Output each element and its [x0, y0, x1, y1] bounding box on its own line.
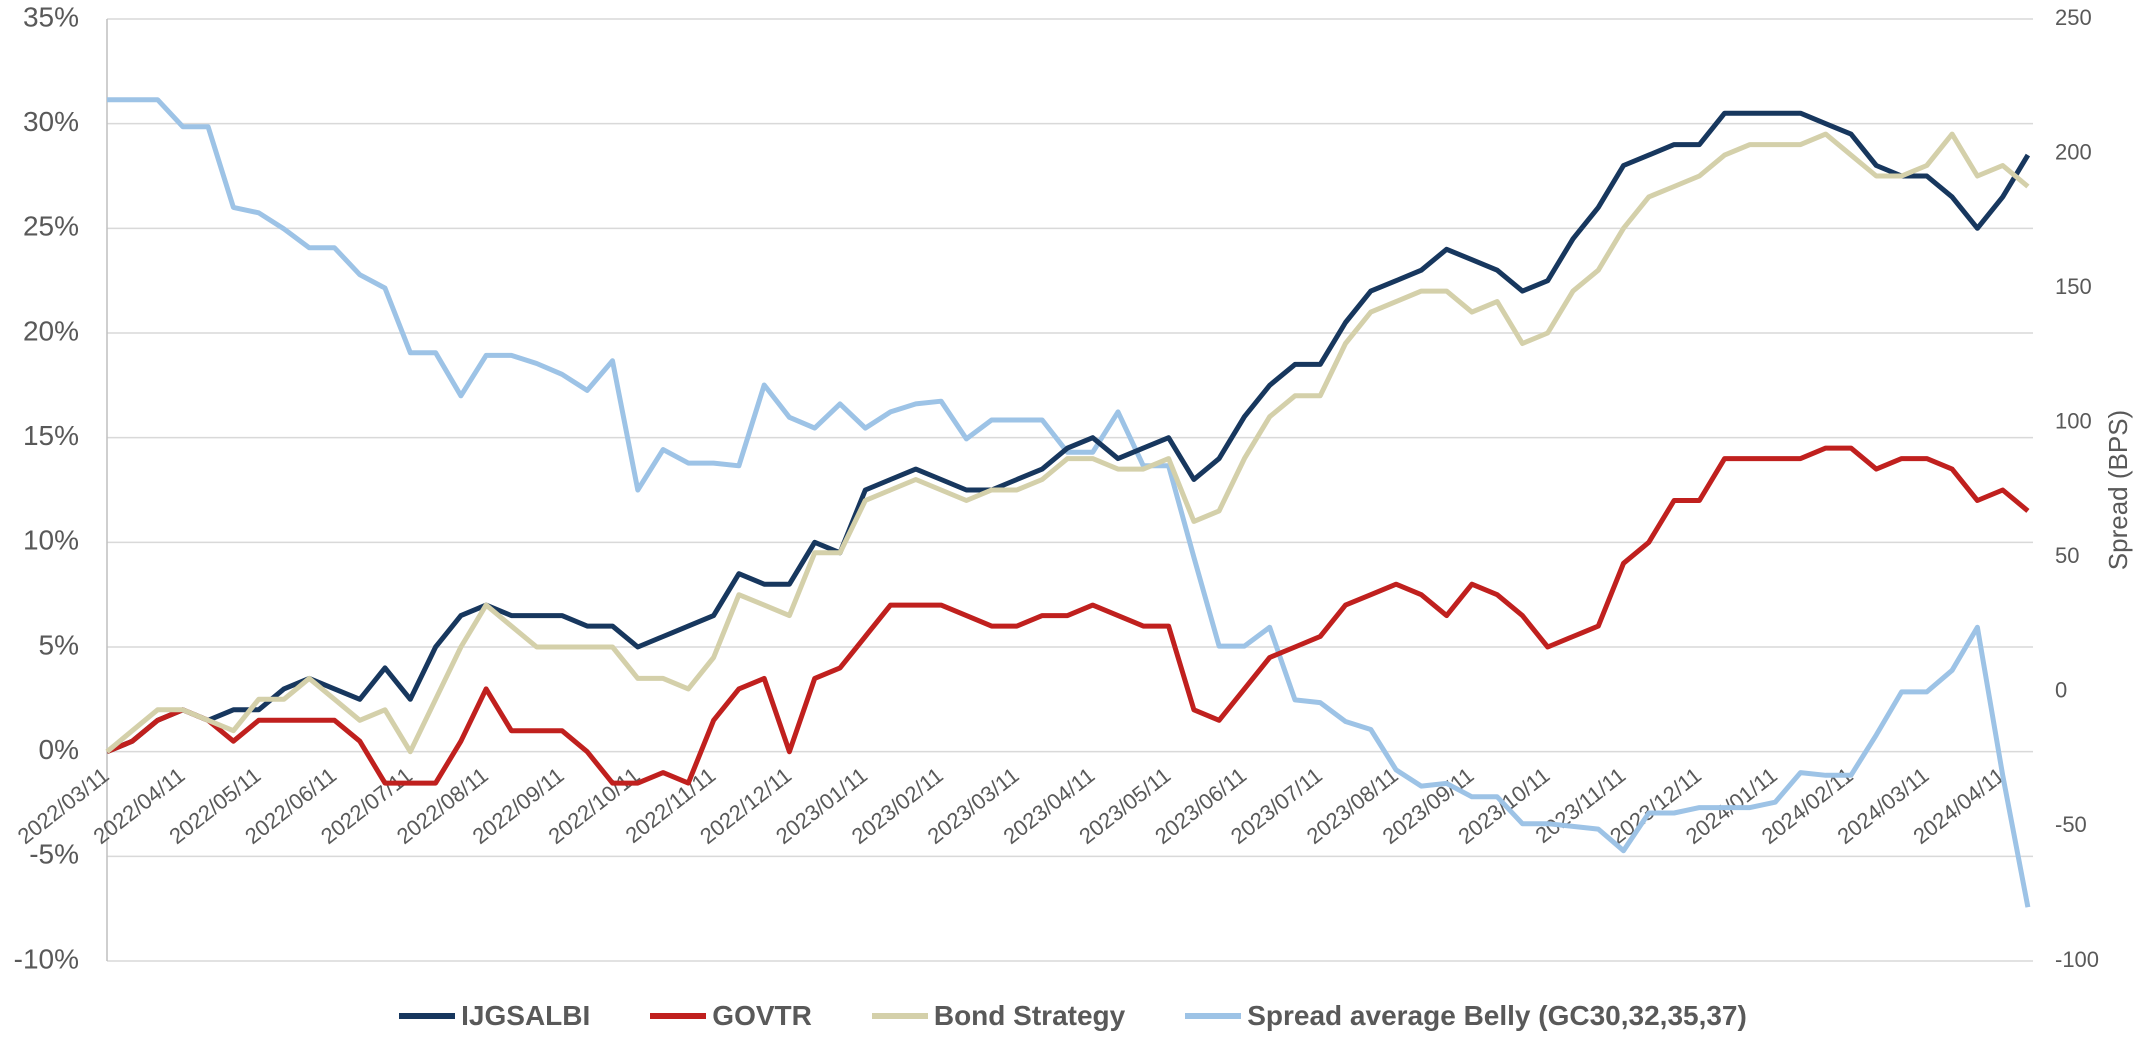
legend-item: Spread average Belly (GC30,32,35,37): [1185, 1000, 1747, 1032]
y2-tick-label: -50: [2055, 812, 2087, 837]
y2-tick-label: 250: [2055, 5, 2092, 30]
y2-tick-label: 50: [2055, 543, 2079, 568]
y2-tick-label: 100: [2055, 409, 2092, 434]
legend-label: IJGSALBI: [461, 1000, 591, 1031]
y2-tick-label: 150: [2055, 274, 2092, 299]
y-tick-label: 25%: [23, 211, 79, 242]
y-tick-label: -5%: [29, 839, 79, 870]
y2-tick-label: 200: [2055, 139, 2092, 164]
series-line: [106, 110, 2031, 755]
chart: Spread (BPS) -10% -5% 0% 5% 10% 15% 20% 25% 30% 3…: [13, 1, 2133, 974]
y2-tick-label: 0: [2055, 678, 2067, 703]
legend: IJGSALBI GOVTR Bond Strategy Spread average…: [0, 1000, 2146, 1032]
y-tick-label: 20%: [23, 315, 79, 346]
y-tick-label: 10%: [23, 525, 79, 556]
y2-tick-label: -100: [2055, 947, 2099, 972]
legend-swatch: [1185, 1013, 1242, 1019]
legend-label: Bond Strategy: [933, 1000, 1126, 1031]
y-tick-label: 5%: [39, 629, 79, 660]
series-line: [107, 97, 2031, 908]
series-line: [105, 131, 2030, 755]
legend-swatch: [650, 1013, 707, 1019]
legend-label: Spread average Belly (GC30,32,35,37): [1247, 1000, 1747, 1031]
y-tick-label: 30%: [23, 106, 79, 137]
legend-item: GOVTR: [650, 1000, 812, 1032]
legend-label: GOVTR: [712, 1000, 812, 1031]
y-tick-label: 15%: [23, 420, 79, 451]
legend-swatch: [399, 1013, 456, 1019]
y-tick-label: -10%: [14, 943, 79, 974]
legend-item: IJGSALBI: [399, 1000, 590, 1032]
y-tick-label: 35%: [23, 1, 79, 32]
legend-swatch: [871, 1013, 928, 1019]
series-line: [106, 445, 2030, 786]
legend-item: Bond Strategy: [871, 1000, 1126, 1032]
y-tick-label: 0%: [39, 734, 79, 765]
y2-axis-label: Spread (BPS): [2103, 410, 2133, 570]
